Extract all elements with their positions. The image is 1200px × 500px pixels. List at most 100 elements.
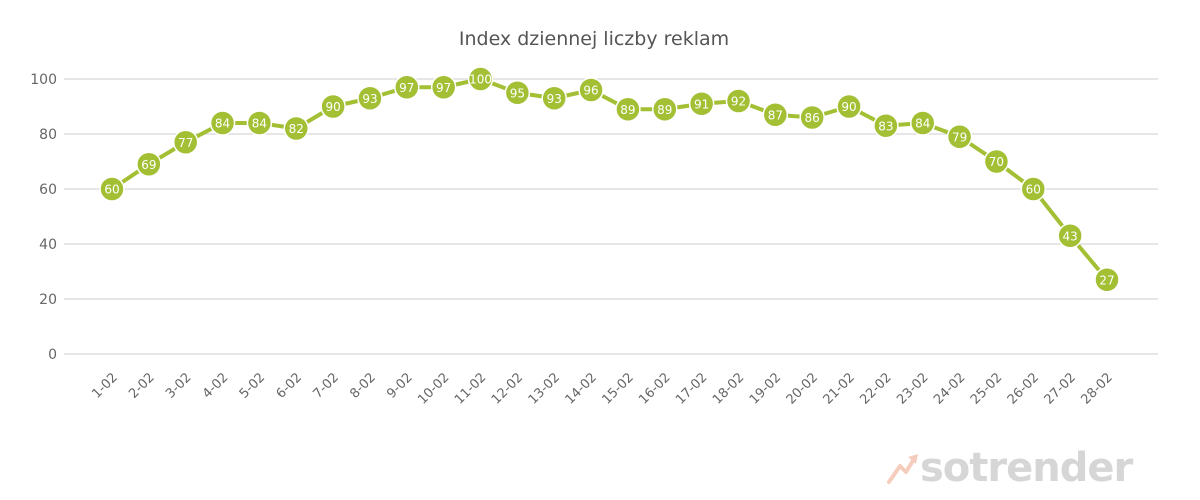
data-point[interactable] <box>873 113 899 139</box>
series-line-group <box>110 77 1109 282</box>
x-tick-label: 18-02 <box>710 370 747 407</box>
data-point[interactable] <box>909 110 936 136</box>
data-point[interactable] <box>394 74 420 100</box>
data-point[interactable] <box>688 91 715 117</box>
data-point[interactable] <box>1020 176 1047 202</box>
data-label: 82 <box>289 122 304 136</box>
x-tick-label: 22-02 <box>857 370 894 407</box>
y-tick-label: 100 <box>30 72 57 88</box>
data-point[interactable] <box>136 151 162 177</box>
data-label: 90 <box>325 100 340 114</box>
data-label: 84 <box>915 117 930 131</box>
y-tick-label: 40 <box>39 237 57 253</box>
x-tick-label: 6-02 <box>274 370 305 401</box>
data-label: 43 <box>1063 229 1078 243</box>
series-line <box>110 77 1109 282</box>
data-label: 83 <box>878 119 893 133</box>
data-point[interactable] <box>1094 267 1120 293</box>
x-tick-label: 12-02 <box>489 370 526 407</box>
data-label: 27 <box>1099 273 1114 287</box>
data-point[interactable] <box>983 148 1010 175</box>
y-tick-label: 20 <box>39 292 57 308</box>
chart-title: Index dziennej liczby reklam <box>459 28 729 50</box>
y-tick-label: 0 <box>48 347 57 363</box>
x-tick-label: 8-02 <box>347 370 378 401</box>
x-tick-label: 9-02 <box>384 370 415 401</box>
data-label: 97 <box>436 81 451 95</box>
data-label: 93 <box>362 92 377 106</box>
data-label: 100 <box>469 73 492 87</box>
data-label: 97 <box>399 81 414 95</box>
x-axis-ticks: 1-02 2-02 3-02 4-02 5-02 6-02 7-02 8-02 9-02 10-0… <box>89 370 1115 407</box>
data-point[interactable] <box>799 104 825 131</box>
data-label: 77 <box>178 136 193 150</box>
x-tick-label: 27-02 <box>1042 370 1079 407</box>
x-tick-label: 5-02 <box>237 370 268 401</box>
data-label: 89 <box>657 103 672 117</box>
data-point[interactable] <box>946 124 973 150</box>
data-point[interactable] <box>725 88 752 114</box>
data-label: 60 <box>104 183 119 197</box>
data-label: 93 <box>547 92 562 106</box>
x-tick-label: 15-02 <box>599 370 636 407</box>
data-label: 86 <box>805 111 820 125</box>
trend-arrow-icon <box>887 454 918 484</box>
data-point[interactable] <box>541 85 567 111</box>
data-point[interactable] <box>762 102 789 128</box>
x-tick-label: 16-02 <box>636 370 673 407</box>
data-label: 96 <box>583 84 598 98</box>
data-label: 84 <box>252 117 267 131</box>
y-axis-ticks: 0 20 40 60 80 100 <box>30 72 57 363</box>
x-tick-label: 2-02 <box>126 370 157 401</box>
gridlines <box>64 78 1158 355</box>
x-tick-label: 7-02 <box>310 370 341 401</box>
x-tick-label: 25-02 <box>968 370 1005 407</box>
data-label: 60 <box>1026 183 1041 197</box>
data-point[interactable] <box>430 74 457 100</box>
data-label: 70 <box>989 155 1004 169</box>
x-tick-label: 21-02 <box>821 370 858 407</box>
x-tick-label: 11-02 <box>452 370 489 407</box>
data-label: 87 <box>768 108 783 122</box>
x-tick-label: 13-02 <box>526 370 563 407</box>
data-points: 60 69 77 84 84 82 90 93 97 97 100 95 93 96 89 89 91 92 87 8… <box>99 66 1120 293</box>
data-point[interactable] <box>209 110 236 136</box>
x-tick-label: 20-02 <box>784 370 821 407</box>
y-tick-label: 60 <box>39 182 57 198</box>
data-point[interactable] <box>283 115 310 142</box>
data-point[interactable] <box>578 77 604 103</box>
watermark-text: sotrender <box>920 445 1134 491</box>
data-point[interactable] <box>1057 223 1083 249</box>
data-point[interactable] <box>504 80 531 106</box>
y-tick-label: 80 <box>39 127 57 143</box>
data-label: 95 <box>510 86 525 100</box>
data-point[interactable] <box>836 93 862 120</box>
data-point[interactable] <box>652 96 678 122</box>
data-point[interactable] <box>467 66 494 92</box>
x-tick-label: 19-02 <box>747 370 784 407</box>
data-label: 91 <box>694 97 709 111</box>
data-label: 84 <box>215 117 230 131</box>
data-point[interactable] <box>99 176 125 202</box>
data-point[interactable] <box>320 93 346 120</box>
x-tick-label: 4-02 <box>200 370 231 401</box>
x-tick-label: 28-02 <box>1079 370 1116 407</box>
x-tick-label: 10-02 <box>415 370 452 407</box>
data-label: 92 <box>731 95 746 109</box>
data-label: 79 <box>952 130 967 144</box>
data-point[interactable] <box>357 85 383 111</box>
data-label: 69 <box>141 158 156 172</box>
data-label: 89 <box>620 103 635 117</box>
x-tick-label: 14-02 <box>563 370 600 407</box>
data-point[interactable] <box>172 129 199 155</box>
x-tick-label: 24-02 <box>931 370 968 407</box>
data-point[interactable] <box>246 110 273 136</box>
x-tick-label: 17-02 <box>673 370 710 407</box>
x-tick-label: 26-02 <box>1005 370 1042 407</box>
x-tick-label: 23-02 <box>894 370 931 407</box>
data-point[interactable] <box>615 96 641 122</box>
x-tick-label: 3-02 <box>163 370 194 401</box>
data-label: 90 <box>841 100 856 114</box>
